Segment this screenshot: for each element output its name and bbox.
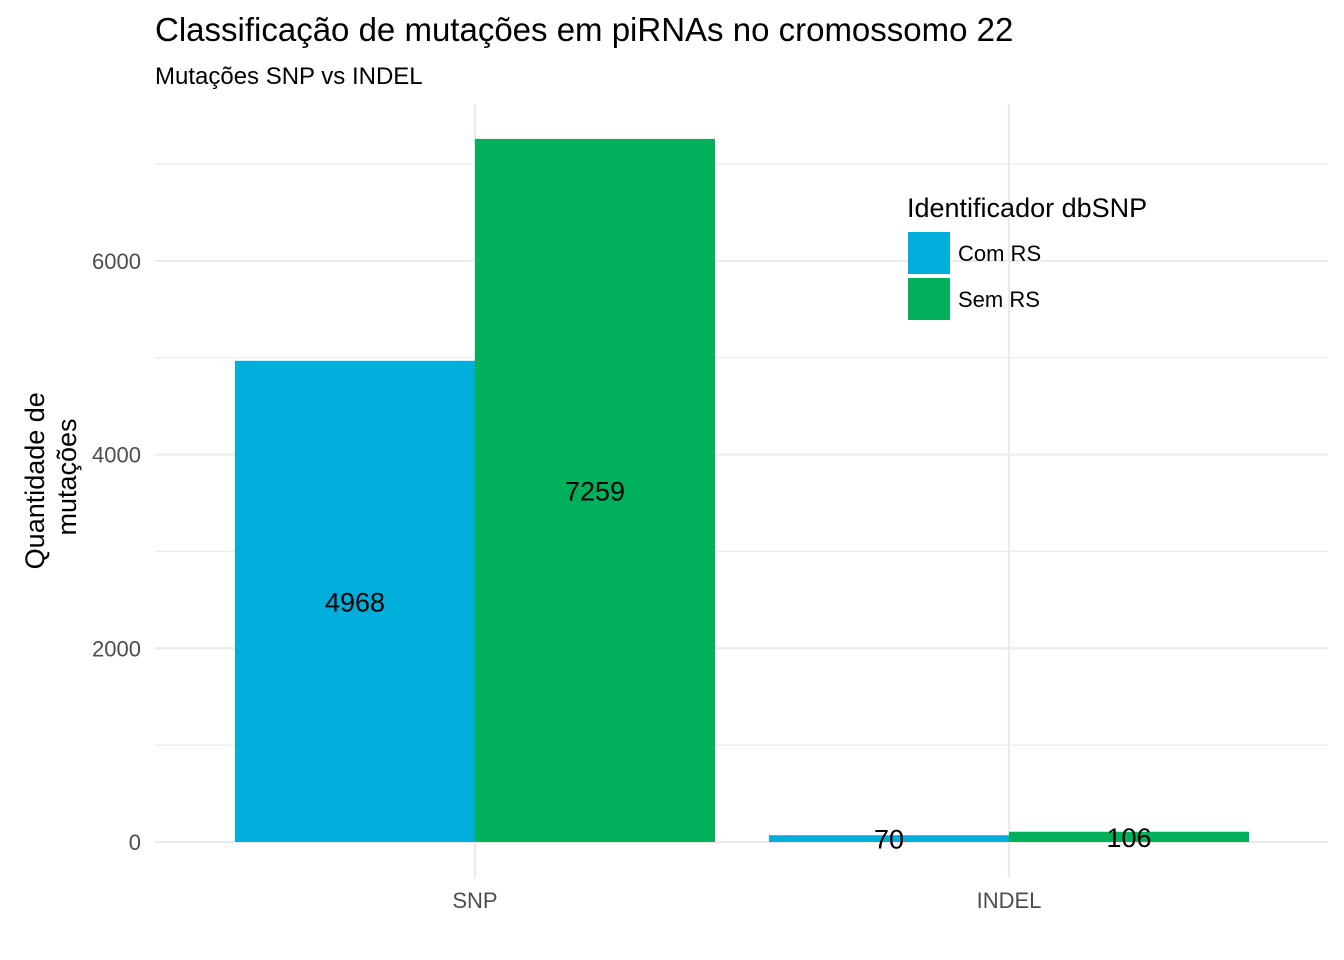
legend-label: Sem RS xyxy=(958,287,1040,312)
y-axis-title-line-2: mutações xyxy=(52,418,82,535)
x-tick-label: INDEL xyxy=(977,888,1042,913)
bar-snp-sem-rs xyxy=(475,138,715,843)
legend-key-sem-rs xyxy=(908,278,950,320)
bars xyxy=(235,138,1249,843)
legend-title: Identificador dbSNP xyxy=(907,193,1147,223)
y-tick-label: 2000 xyxy=(92,636,141,661)
chart-title: Classificação de mutações em piRNAs no c… xyxy=(155,11,1013,48)
y-axis-title-line-1: Quantidade de xyxy=(20,392,50,569)
bar-snp-com-rs xyxy=(235,360,475,842)
legend-label: Com RS xyxy=(958,241,1041,266)
legend: Identificador dbSNP Com RS Sem RS xyxy=(907,193,1147,320)
bar-value-label: 4968 xyxy=(325,587,385,617)
y-tick-label: 4000 xyxy=(92,443,141,468)
data-labels: 4968 7259 70 106 xyxy=(325,476,1152,854)
bar-value-label: 70 xyxy=(874,825,904,855)
chart-subtitle: Mutações SNP vs INDEL xyxy=(155,63,423,90)
legend-key-com-rs xyxy=(908,232,950,274)
y-tick-label: 0 xyxy=(129,830,141,855)
y-axis-ticks: 0 2000 4000 6000 xyxy=(92,249,141,855)
bar-value-label: 7259 xyxy=(565,476,625,506)
x-tick-label: SNP xyxy=(452,888,497,913)
x-axis-ticks: SNP INDEL xyxy=(452,888,1041,913)
bar-indel-com-rs xyxy=(769,835,1009,842)
bar-value-label: 106 xyxy=(1106,823,1151,853)
y-tick-label: 6000 xyxy=(92,249,141,274)
bar-indel-sem-rs xyxy=(1009,831,1249,842)
y-axis-title: Quantidade de mutações xyxy=(20,385,82,570)
